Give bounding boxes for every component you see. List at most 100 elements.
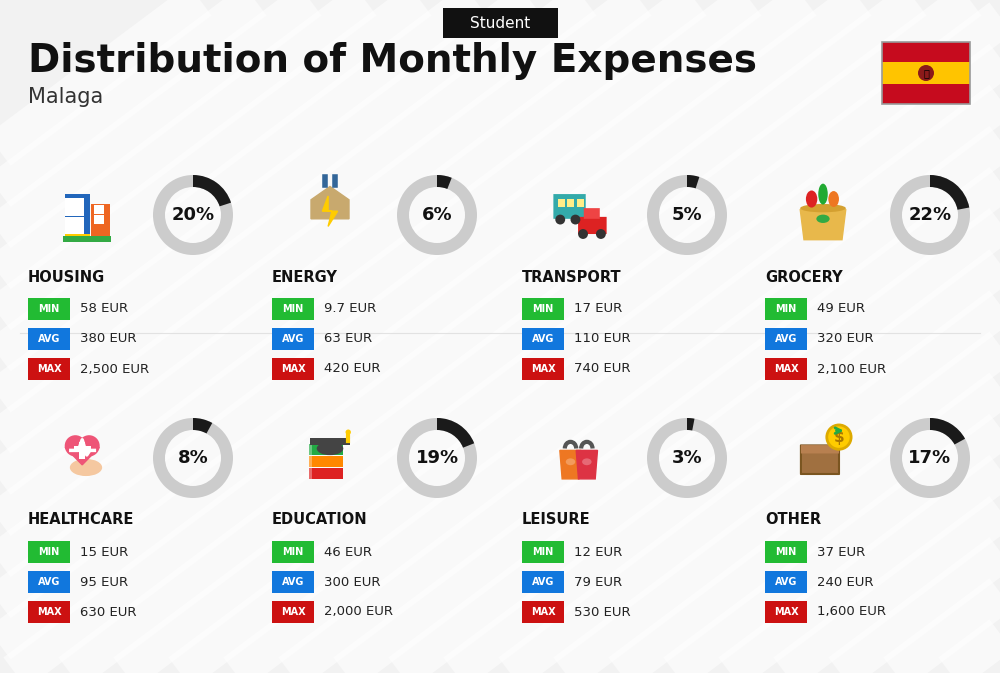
FancyBboxPatch shape — [553, 194, 586, 219]
Text: 1,600 EUR: 1,600 EUR — [817, 606, 886, 618]
Text: Malaga: Malaga — [28, 87, 103, 107]
Wedge shape — [437, 418, 474, 448]
Circle shape — [570, 215, 580, 225]
FancyBboxPatch shape — [94, 205, 104, 214]
FancyBboxPatch shape — [309, 444, 343, 454]
FancyBboxPatch shape — [309, 456, 312, 467]
FancyBboxPatch shape — [28, 358, 70, 380]
FancyBboxPatch shape — [63, 236, 111, 242]
Circle shape — [596, 229, 606, 239]
FancyBboxPatch shape — [522, 541, 564, 563]
FancyBboxPatch shape — [522, 298, 564, 320]
Text: HEALTHCARE: HEALTHCARE — [28, 513, 134, 528]
FancyBboxPatch shape — [882, 42, 970, 63]
Text: AVG: AVG — [38, 577, 60, 587]
FancyBboxPatch shape — [567, 199, 574, 207]
Ellipse shape — [806, 190, 817, 207]
Circle shape — [578, 229, 588, 239]
Text: 5%: 5% — [672, 206, 702, 224]
FancyBboxPatch shape — [272, 571, 314, 593]
FancyBboxPatch shape — [442, 8, 558, 38]
FancyBboxPatch shape — [578, 217, 607, 234]
Text: 17 EUR: 17 EUR — [574, 302, 622, 316]
Text: ENERGY: ENERGY — [272, 269, 338, 285]
FancyBboxPatch shape — [309, 468, 312, 479]
Ellipse shape — [800, 204, 846, 213]
FancyBboxPatch shape — [765, 541, 807, 563]
FancyBboxPatch shape — [765, 358, 807, 380]
Text: MIN: MIN — [282, 304, 304, 314]
Text: TRANSPORT: TRANSPORT — [522, 269, 622, 285]
Polygon shape — [800, 209, 846, 240]
Ellipse shape — [317, 442, 343, 455]
FancyBboxPatch shape — [91, 204, 110, 236]
Text: LEISURE: LEISURE — [522, 513, 591, 528]
Text: 19%: 19% — [415, 449, 459, 467]
FancyBboxPatch shape — [765, 328, 807, 350]
Text: 110 EUR: 110 EUR — [574, 332, 631, 345]
Text: 2,500 EUR: 2,500 EUR — [80, 363, 149, 376]
Polygon shape — [576, 450, 597, 479]
Text: AVG: AVG — [282, 334, 304, 344]
Text: 8%: 8% — [178, 449, 208, 467]
Text: MAX: MAX — [774, 607, 798, 617]
Ellipse shape — [818, 184, 828, 205]
FancyBboxPatch shape — [801, 445, 839, 454]
FancyBboxPatch shape — [309, 468, 343, 479]
FancyBboxPatch shape — [272, 541, 314, 563]
FancyBboxPatch shape — [94, 215, 104, 224]
FancyBboxPatch shape — [310, 438, 350, 445]
Text: EDUCATION: EDUCATION — [272, 513, 368, 528]
Text: AVG: AVG — [775, 577, 797, 587]
Text: AVG: AVG — [532, 577, 554, 587]
Wedge shape — [687, 175, 699, 188]
Text: 95 EUR: 95 EUR — [80, 575, 128, 588]
FancyBboxPatch shape — [74, 225, 84, 234]
Text: MIN: MIN — [38, 304, 60, 314]
FancyBboxPatch shape — [272, 298, 314, 320]
FancyBboxPatch shape — [882, 83, 970, 104]
FancyBboxPatch shape — [74, 198, 84, 207]
Circle shape — [827, 425, 851, 450]
Wedge shape — [647, 418, 727, 498]
Text: 2,100 EUR: 2,100 EUR — [817, 363, 886, 376]
Text: MAX: MAX — [281, 364, 305, 374]
Wedge shape — [890, 175, 970, 255]
FancyBboxPatch shape — [74, 217, 84, 225]
FancyBboxPatch shape — [28, 541, 70, 563]
FancyBboxPatch shape — [79, 442, 85, 459]
Text: MIN: MIN — [532, 547, 554, 557]
Text: 420 EUR: 420 EUR — [324, 363, 380, 376]
Text: MIN: MIN — [38, 547, 60, 557]
Text: 380 EUR: 380 EUR — [80, 332, 136, 345]
Ellipse shape — [582, 458, 592, 465]
Wedge shape — [193, 418, 212, 433]
FancyBboxPatch shape — [65, 234, 90, 238]
Text: OTHER: OTHER — [765, 513, 821, 528]
Text: 320 EUR: 320 EUR — [817, 332, 874, 345]
Wedge shape — [647, 175, 727, 255]
Text: MAX: MAX — [531, 364, 555, 374]
Wedge shape — [687, 418, 694, 431]
FancyBboxPatch shape — [272, 601, 314, 623]
Text: 49 EUR: 49 EUR — [817, 302, 865, 316]
Text: MAX: MAX — [37, 364, 61, 374]
FancyBboxPatch shape — [882, 63, 970, 83]
FancyBboxPatch shape — [522, 328, 564, 350]
Text: 300 EUR: 300 EUR — [324, 575, 380, 588]
Text: 37 EUR: 37 EUR — [817, 546, 865, 559]
Wedge shape — [153, 418, 233, 498]
Text: MIN: MIN — [775, 547, 797, 557]
FancyBboxPatch shape — [309, 456, 343, 467]
FancyBboxPatch shape — [765, 298, 807, 320]
Ellipse shape — [816, 215, 830, 223]
Wedge shape — [930, 418, 965, 444]
Ellipse shape — [70, 459, 102, 476]
Text: 79 EUR: 79 EUR — [574, 575, 622, 588]
Text: MAX: MAX — [531, 607, 555, 617]
FancyBboxPatch shape — [272, 328, 314, 350]
Wedge shape — [930, 175, 969, 210]
Text: 2,000 EUR: 2,000 EUR — [324, 606, 393, 618]
FancyBboxPatch shape — [65, 207, 75, 216]
FancyBboxPatch shape — [765, 601, 807, 623]
